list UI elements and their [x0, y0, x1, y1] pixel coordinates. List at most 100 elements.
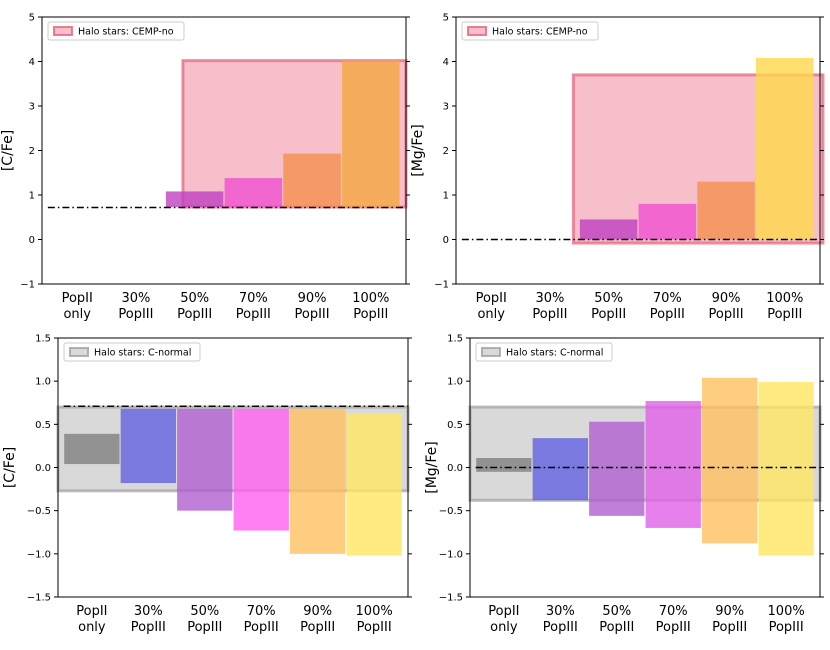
legend: Halo stars: CEMP-no	[47, 21, 185, 41]
category-label: PopIII	[300, 620, 335, 635]
category-label: 30%	[134, 604, 163, 619]
category-label: 90%	[303, 604, 332, 619]
y-tick-label: 1.5	[447, 334, 463, 345]
category-label: PopIII	[357, 620, 392, 635]
bar-1	[120, 408, 176, 484]
legend-label: Halo stars: C-normal	[94, 348, 191, 359]
y-tick-label: 3	[29, 102, 35, 113]
category-label: only	[477, 307, 505, 322]
bar-0	[165, 191, 224, 208]
category-label: 70%	[247, 604, 276, 619]
bar-2	[177, 408, 233, 511]
y-axis-label: [Mg/Fe]	[424, 441, 440, 494]
bar-3	[342, 60, 400, 208]
y-tick-label: 3	[443, 102, 449, 113]
category-label: 50%	[190, 604, 219, 619]
bar-1	[638, 203, 697, 240]
bar-2	[697, 181, 755, 240]
y-tick-label: −1.5	[439, 593, 463, 604]
y-tick-label: 0.5	[35, 420, 51, 431]
category-label: PopIII	[177, 307, 212, 322]
legend: Halo stars: C-normal	[63, 342, 201, 362]
legend-frame	[461, 21, 599, 41]
y-tick-label: 4	[29, 57, 35, 68]
category-label: 90%	[712, 291, 741, 306]
legend-label: Halo stars: CEMP-no	[78, 27, 174, 38]
y-tick-label: 1.0	[447, 377, 463, 388]
category-label: PopIII	[599, 620, 634, 635]
y-tick-label: 1	[29, 191, 35, 202]
category-label: 30%	[535, 291, 564, 306]
y-tick-label: −1.0	[439, 549, 463, 560]
bar-2	[283, 153, 341, 208]
category-label: 30%	[121, 291, 150, 306]
bar-3	[756, 57, 814, 240]
panel-top-left: 543210−1[C/Fe]PopIIonly30%PopIII50%PopII…	[0, 13, 410, 322]
category-label: 30%	[546, 604, 575, 619]
y-tick-label: 2	[443, 146, 449, 157]
category-label: PopIII	[543, 620, 578, 635]
y-tick-label: 4	[443, 57, 449, 68]
category-label: PopIII	[532, 307, 567, 322]
category-label: 50%	[180, 291, 209, 306]
category-label: PopIII	[295, 307, 330, 322]
legend-label: Halo stars: C-normal	[506, 348, 603, 359]
legend-label: Halo stars: CEMP-no	[492, 27, 588, 38]
legend-swatch	[69, 347, 89, 357]
legend-frame	[475, 342, 613, 362]
category-label: 100%	[766, 291, 803, 306]
bar-4	[702, 377, 758, 544]
y-tick-label: −0.5	[439, 506, 463, 517]
category-label: 100%	[356, 604, 393, 619]
legend: Halo stars: C-normal	[475, 342, 613, 362]
bar-3	[233, 408, 289, 531]
category-label: 50%	[602, 604, 631, 619]
y-axis-label: [Mg/Fe]	[410, 124, 426, 177]
y-tick-label: 0	[443, 235, 449, 246]
category-label: 70%	[239, 291, 268, 306]
category-label: PopIII	[591, 307, 626, 322]
category-label: 100%	[768, 604, 805, 619]
category-label: PopIII	[353, 307, 388, 322]
category-label: PopIII	[769, 620, 804, 635]
legend-swatch	[53, 26, 73, 36]
y-tick-label: −1	[434, 280, 449, 291]
y-tick-label: 1.0	[35, 377, 51, 388]
y-tick-label: −1.5	[27, 593, 51, 604]
category-label: PopIII	[236, 307, 271, 322]
category-label: PopIII	[650, 307, 685, 322]
category-label: PopIII	[187, 620, 222, 635]
bar-1	[224, 178, 283, 208]
bar-2	[589, 421, 645, 516]
category-label: PopII	[488, 604, 519, 619]
y-axis-label: [C/Fe]	[2, 447, 18, 488]
legend-swatch	[481, 347, 501, 357]
y-tick-label: −1.0	[27, 549, 51, 560]
bar-0	[476, 458, 532, 472]
category-label: PopIII	[131, 620, 166, 635]
category-label: PopIII	[118, 307, 153, 322]
category-label: PopIII	[712, 620, 747, 635]
bar-0	[64, 433, 120, 465]
bar-1	[532, 438, 588, 501]
category-label: 70%	[653, 291, 682, 306]
category-label: only	[490, 620, 518, 635]
category-label: 100%	[352, 291, 389, 306]
legend-frame	[63, 342, 201, 362]
panel-bottom-right: 1.5 1.0 0.5 0.0 −0.5 −1.0 −1.5 [Mg/Fe] PopIIonly…	[424, 334, 824, 635]
y-tick-label: 1	[443, 191, 449, 202]
category-label: PopII	[62, 291, 93, 306]
bar-3	[645, 401, 701, 528]
category-label: 90%	[715, 604, 744, 619]
y-tick-label: −1	[20, 280, 35, 291]
bar-5	[346, 413, 402, 556]
category-label: 50%	[594, 291, 623, 306]
y-tick-label: 0.0	[35, 463, 51, 474]
category-label: PopIII	[656, 620, 691, 635]
y-tick-label: 1.5	[35, 334, 51, 345]
bar-4	[290, 408, 346, 554]
legend-swatch	[467, 26, 487, 36]
category-label: PopII	[76, 604, 107, 619]
